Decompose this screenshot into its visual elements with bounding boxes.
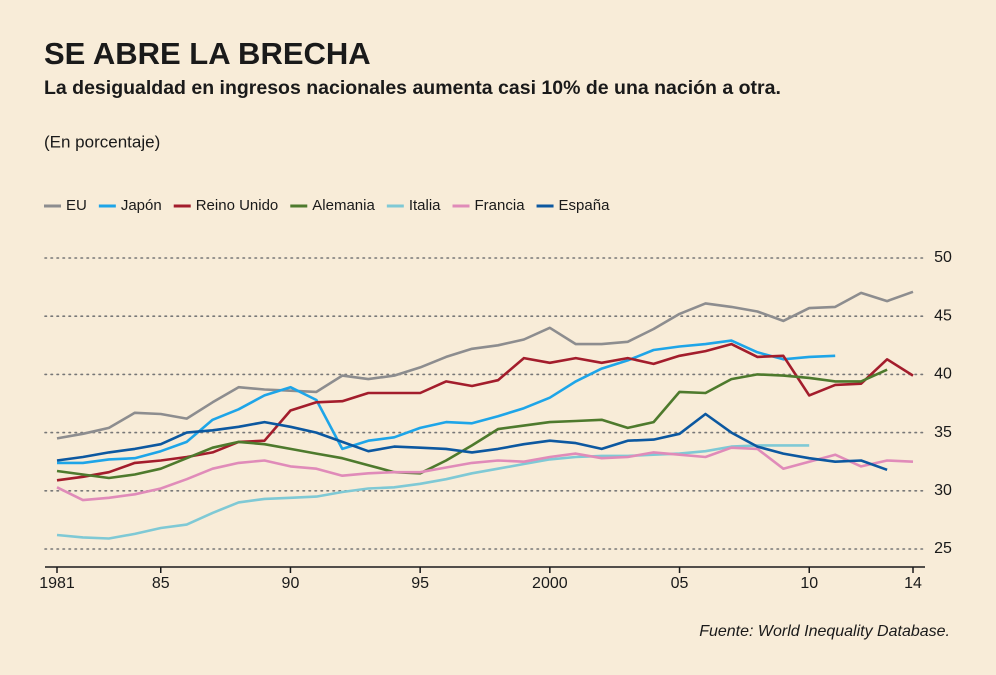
legend-label: EU <box>66 197 87 214</box>
x-tick-label: 05 <box>671 575 689 592</box>
series-line <box>56 290 914 440</box>
x-tick-label: 10 <box>800 575 818 592</box>
y-tick-label: 50 <box>934 249 952 266</box>
x-tick-label: 2000 <box>532 575 568 592</box>
legend-label: Alemania <box>312 197 375 214</box>
x-tick-label: 14 <box>904 575 922 592</box>
legend-label: Japón <box>121 197 162 214</box>
chart-subtitle: La desigualdad en ingresos nacionales au… <box>44 77 781 99</box>
legend-label: España <box>559 197 611 214</box>
chart-title: SE ABRE LA BRECHA <box>44 36 371 71</box>
series-line <box>56 446 914 502</box>
x-tick-label: 1981 <box>39 575 75 592</box>
y-tick-label: 40 <box>934 366 952 383</box>
y-axis-label: (En porcentaje) <box>44 132 160 151</box>
series-line <box>56 444 810 540</box>
legend-label: Italia <box>409 197 441 214</box>
legend-label: Francia <box>475 197 526 214</box>
y-tick-label: 45 <box>934 307 952 324</box>
x-tick-label: 85 <box>152 575 170 592</box>
series-line <box>57 339 836 465</box>
y-tick-label: 30 <box>934 482 952 499</box>
y-tick-label: 25 <box>934 540 952 557</box>
series-line <box>56 368 888 480</box>
series-line <box>56 342 914 482</box>
x-tick-label: 90 <box>282 575 300 592</box>
series-line <box>56 412 888 472</box>
legend-label: Reino Unido <box>196 197 279 214</box>
x-tick-label: 95 <box>411 575 429 592</box>
y-tick-label: 35 <box>934 424 952 441</box>
source-note: Fuente: World Inequality Database. <box>699 623 950 640</box>
